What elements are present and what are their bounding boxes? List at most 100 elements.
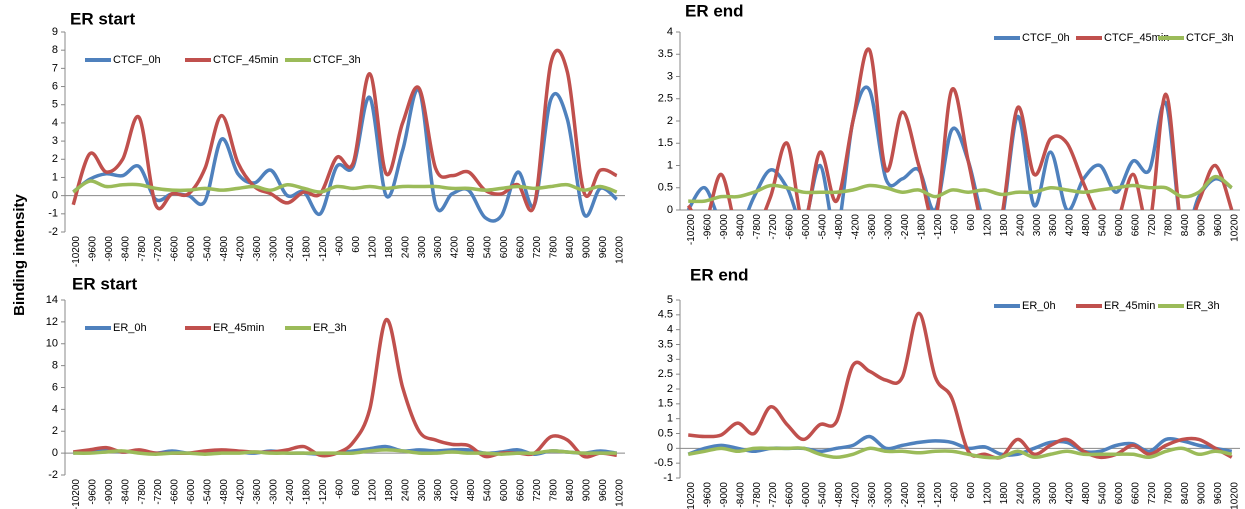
x-tick-label: 1800: [384, 236, 395, 259]
x-tick-label: 1200: [982, 214, 993, 237]
x-tick-label: -5400: [818, 482, 829, 508]
x-tick-label: 600: [351, 479, 362, 496]
x-tick-label: 6000: [499, 236, 510, 259]
x-tick-label: -3000: [269, 236, 280, 262]
x-tick-label: 7800: [1164, 482, 1175, 505]
x-tick-label: 1800: [999, 482, 1010, 505]
x-tick-label: -7200: [768, 214, 779, 240]
x-tick-label: -600: [334, 236, 345, 256]
x-tick-label: 9000: [581, 479, 592, 502]
x-tick-label: 7200: [532, 479, 543, 502]
y-tick-label: 4: [667, 26, 673, 38]
x-tick-label: 9000: [581, 236, 592, 259]
y-tick-label: 2.5: [658, 93, 673, 105]
x-tick-label: 2400: [400, 479, 411, 502]
x-tick-label: -9600: [702, 482, 713, 508]
x-tick-label: -3600: [867, 482, 878, 508]
x-tick-label: 1200: [367, 479, 378, 502]
x-tick-label: 2400: [1015, 482, 1026, 505]
x-tick-label: 6600: [1131, 214, 1142, 237]
y-tick-label: 6: [52, 381, 58, 393]
y-tick-label: -2: [48, 226, 58, 238]
x-tick-label: 9600: [1213, 482, 1224, 505]
y-tick-label: 1: [52, 171, 58, 183]
x-tick-label: 6000: [499, 479, 510, 502]
x-tick-label: 10200: [614, 236, 625, 264]
x-tick-label: -4800: [219, 479, 230, 505]
y-tick-label: 8: [52, 44, 58, 56]
x-tick-label: -4800: [219, 236, 230, 262]
x-tick-label: -8400: [120, 479, 131, 505]
x-tick-label: -9000: [719, 482, 730, 508]
chart-title: ER start: [72, 274, 138, 293]
y-tick-label: 12: [46, 316, 58, 328]
x-tick-label: -6600: [170, 479, 181, 505]
x-tick-label: -3000: [884, 482, 895, 508]
y-tick-label: 1: [667, 159, 673, 171]
y-tick-label: 6: [52, 80, 58, 92]
x-tick-label: -1800: [916, 214, 927, 240]
y-tick-label: -2: [48, 469, 58, 481]
y-tick-label: 14: [46, 294, 58, 306]
x-tick-label: 7200: [1147, 482, 1158, 505]
x-tick-label: -7800: [752, 214, 763, 240]
x-tick-label: -1200: [318, 479, 329, 505]
y-tick-label: 2: [52, 153, 58, 165]
x-tick-label: -3000: [884, 214, 895, 240]
y-tick-label: 4.5: [658, 309, 673, 321]
x-tick-label: -9000: [104, 236, 115, 262]
x-tick-label: 5400: [1098, 482, 1109, 505]
x-tick-label: -10200: [71, 479, 82, 509]
x-tick-label: 3000: [1032, 214, 1043, 237]
x-tick-label: 600: [966, 482, 977, 499]
x-tick-label: -4200: [851, 214, 862, 240]
x-tick-label: -4200: [236, 479, 247, 505]
x-tick-label: 3600: [433, 236, 444, 259]
legend-label: ER_0h: [113, 322, 147, 334]
y-axis-label: Binding intensity: [11, 194, 28, 316]
x-tick-label: -5400: [203, 236, 214, 262]
series-line: [71, 48, 618, 213]
x-tick-label: 3600: [433, 479, 444, 502]
x-tick-label: 1800: [999, 214, 1010, 237]
x-tick-label: -4800: [834, 214, 845, 240]
series-line: [72, 179, 618, 194]
x-tick-label: 9600: [598, 479, 609, 502]
x-tick-label: -2400: [285, 236, 296, 262]
x-tick-label: -600: [334, 479, 345, 499]
x-tick-label: 4800: [466, 479, 477, 502]
legend-label: ER_45min: [1104, 300, 1155, 312]
y-tick-label: -1: [663, 472, 673, 484]
x-tick-label: 4800: [1081, 214, 1092, 237]
x-tick-label: 5400: [483, 236, 494, 259]
x-tick-label: 7800: [549, 236, 560, 259]
y-tick-label: 2: [52, 425, 58, 437]
x-tick-label: -1800: [301, 236, 312, 262]
x-tick-label: 9000: [1196, 482, 1207, 505]
x-tick-label: 4800: [466, 236, 477, 259]
x-tick-label: 7200: [1147, 214, 1158, 237]
legend-label: CTCF_0h: [1022, 32, 1070, 44]
x-tick-label: -1800: [916, 482, 927, 508]
x-tick-label: -6000: [801, 482, 812, 508]
chart-title: ER end: [690, 265, 749, 284]
x-tick-label: 10200: [1229, 482, 1240, 509]
x-tick-label: -3600: [252, 479, 263, 505]
legend-label: CTCF_45min: [1104, 32, 1169, 44]
x-tick-label: 2400: [400, 236, 411, 259]
x-tick-label: -3600: [867, 214, 878, 240]
x-tick-label: 4800: [1081, 482, 1092, 505]
x-tick-label: 9600: [598, 236, 609, 259]
y-tick-label: 2.5: [658, 368, 673, 380]
x-tick-label: -9000: [104, 479, 115, 505]
x-tick-label: -10200: [686, 482, 697, 509]
x-tick-label: -2400: [900, 214, 911, 240]
x-tick-label: -4800: [834, 482, 845, 508]
x-tick-label: -7800: [752, 482, 763, 508]
x-tick-label: 9600: [1213, 214, 1224, 237]
x-tick-label: 4200: [1065, 214, 1076, 237]
x-tick-label: -1200: [318, 236, 329, 262]
y-tick-label: 0: [52, 447, 58, 459]
x-tick-label: 600: [351, 236, 362, 253]
y-tick-label: 3.5: [658, 338, 673, 350]
